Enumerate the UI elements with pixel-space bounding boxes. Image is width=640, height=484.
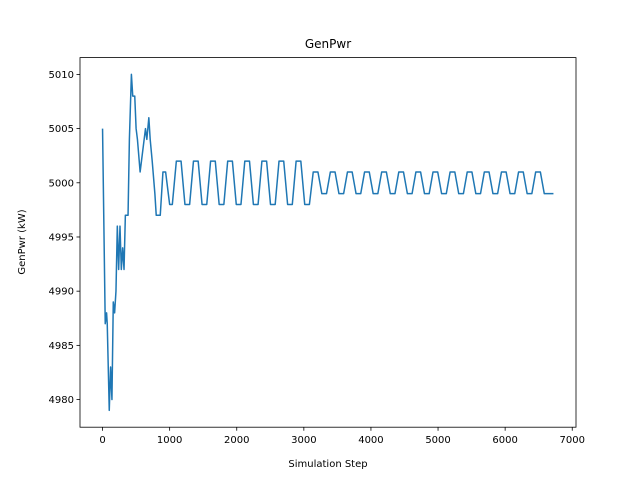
x-tick-label: 5000 (425, 435, 450, 446)
x-tick-label: 2000 (224, 435, 249, 446)
y-tick-label: 5005 (49, 124, 74, 135)
y-tick-label: 5000 (49, 178, 74, 189)
y-tick-label: 4980 (49, 395, 74, 406)
data-line (101, 73, 554, 412)
x-tick-label: 0 (99, 435, 105, 446)
y-tick-label: 4995 (49, 232, 74, 243)
x-tick-label: 6000 (492, 435, 517, 446)
y-axis-label: GenPwr (kW) (17, 209, 28, 274)
x-tick-label: 1000 (157, 435, 182, 446)
x-axis-label: Simulation Step (288, 459, 367, 470)
x-tick-label: 7000 (560, 435, 585, 446)
x-tick-label: 4000 (358, 435, 383, 446)
y-tick-label: 5010 (49, 70, 74, 81)
y-tick-label: 4985 (49, 341, 74, 352)
y-tick-label: 4990 (49, 287, 74, 298)
x-tick-label: 3000 (291, 435, 316, 446)
chart-title: GenPwr (305, 37, 351, 51)
plot-frame (79, 57, 577, 428)
